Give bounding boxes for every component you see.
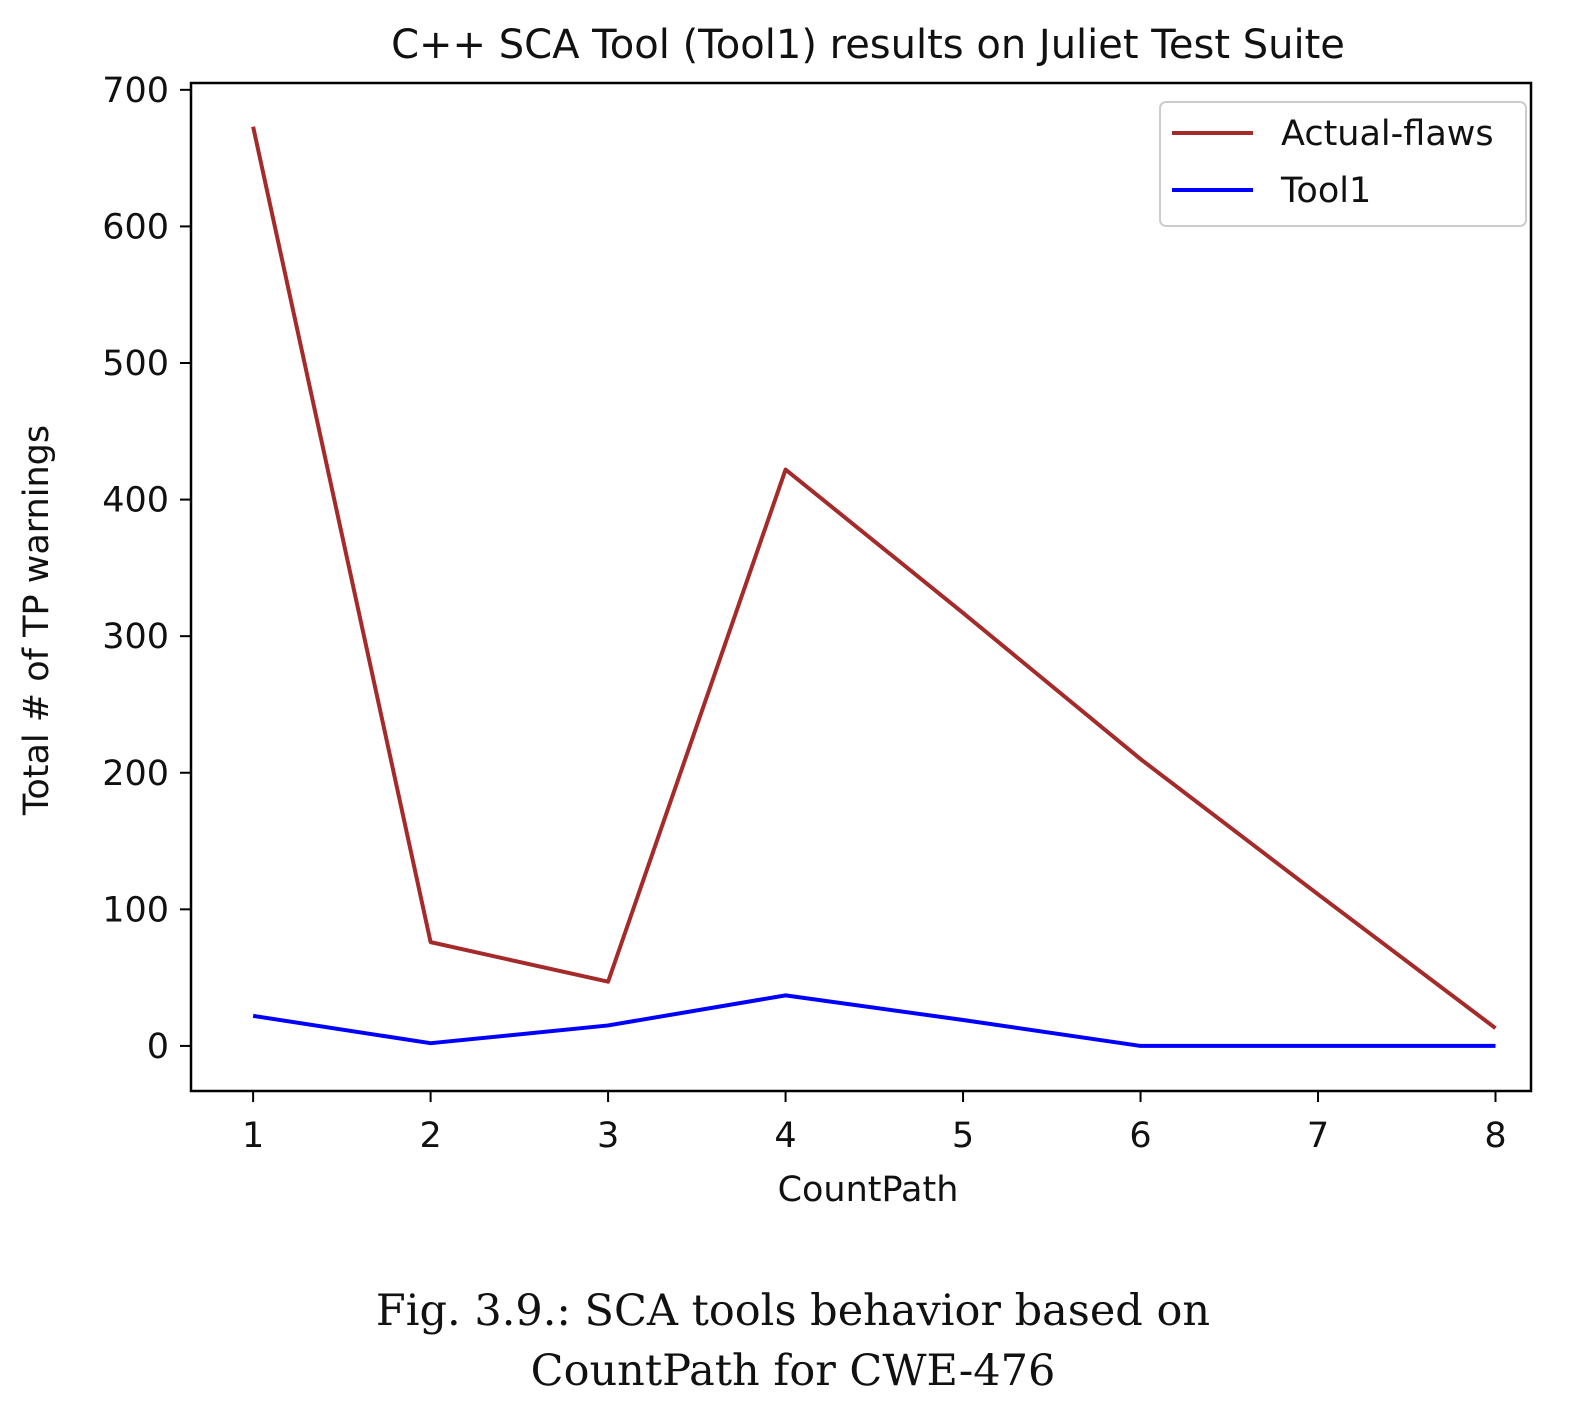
y-tick-label: 500 (102, 344, 169, 384)
y-axis-label: Total # of TP warnings (17, 425, 57, 816)
x-tick-label: 8 (1484, 1116, 1506, 1156)
series-line-tool1 (252, 993, 1496, 1048)
x-axis: 1 2 3 4 5 6 7 8 (242, 1091, 1507, 1156)
y-tick-label: 700 (102, 71, 169, 111)
series-line-actual-flaws (251, 126, 1497, 1030)
legend: Actual-flaws Tool1 (1159, 101, 1527, 227)
line-chart: C++ SCA Tool (Tool1) results on Juliet T… (17, 22, 1533, 1210)
legend-label-actual-flaws: Actual-flaws (1281, 114, 1494, 154)
y-tick-label: 0 (147, 1027, 169, 1067)
x-tick-label: 1 (242, 1116, 264, 1156)
x-tick-label: 6 (1129, 1116, 1151, 1156)
y-axis: 0 100 200 300 400 500 600 700 (102, 71, 191, 1067)
x-tick-label: 3 (597, 1116, 619, 1156)
figure-caption-line-1: Fig. 3.9.: SCA tools behavior based on (375, 1286, 1211, 1336)
x-axis-label: CountPath (778, 1170, 959, 1210)
x-tick-label: 2 (419, 1116, 441, 1156)
y-tick-label: 400 (102, 481, 169, 521)
x-tick-label: 4 (774, 1116, 796, 1156)
x-tick-label: 5 (952, 1116, 974, 1156)
y-tick-label: 600 (102, 207, 169, 247)
y-tick-label: 300 (102, 617, 169, 657)
legend-label-tool1: Tool1 (1280, 171, 1371, 211)
x-tick-label: 7 (1307, 1116, 1329, 1156)
series-lines (251, 126, 1497, 1048)
y-tick-label: 100 (102, 890, 169, 930)
chart-title: C++ SCA Tool (Tool1) results on Juliet T… (391, 22, 1345, 68)
plot-area-frame (189, 81, 1533, 1093)
figure-caption-line-2: CountPath for CWE-476 (530, 1346, 1056, 1396)
y-tick-label: 200 (102, 754, 169, 794)
